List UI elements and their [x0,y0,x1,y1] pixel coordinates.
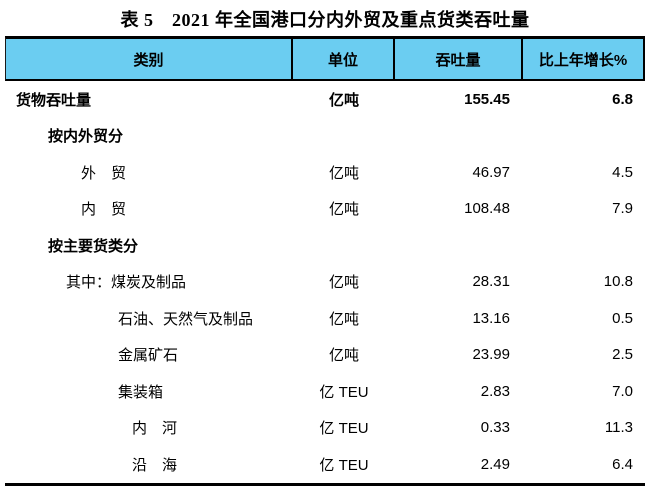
growth-cell: 0.5 [612,309,633,327]
growth-cell: 2.5 [612,346,633,364]
throughput-cell: 23.99 [472,346,510,364]
growth-cell: 11.3 [604,419,633,437]
growth-cell: 7.9 [612,200,633,218]
table-header: 类别 单位 吞吐量 比上年增长% [5,36,645,81]
table-row: 集装箱 亿 TEU 2.83 7.0 [5,373,645,410]
header-cell-category: 类别 [6,39,293,79]
category-cell: 金属矿石 [118,347,179,365]
table-row: 货物吞吐量 亿吨 155.45 6.8 [5,81,645,118]
throughput-cell: 0.33 [480,419,510,437]
throughput-cell: 28.31 [472,273,510,291]
table-row: 金属矿石 亿吨 23.99 2.5 [5,337,645,374]
table-row: 外 贸 亿吨 46.97 4.5 [5,154,645,191]
growth-cell: 10.8 [603,273,633,291]
category-cell: 外 贸 [81,164,127,182]
table-body: 货物吞吐量 亿吨 155.45 6.8 按内外贸分 外 贸 亿吨 46.97 4… [5,81,645,486]
table-row: 内 河 亿 TEU 0.33 11.3 [5,410,645,447]
unit-cell: 亿 TEU [319,420,369,438]
unit-cell: 亿吨 [328,164,359,182]
unit-cell: 亿 TEU [319,383,369,401]
page-title: 表 5 2021 年全国港口分内外贸及重点货类吞吐量 [120,10,530,30]
category-cell: 按内外贸分 [48,128,124,146]
throughput-cell: 2.83 [480,382,510,400]
category-cell: 集装箱 [118,383,164,401]
throughput-cell: 13.16 [472,309,510,327]
growth-cell: 7.0 [612,382,633,400]
category-cell: 石油、天然气及制品 [118,310,254,328]
unit-cell: 亿 TEU [319,456,369,474]
port-throughput-table: 类别 单位 吞吐量 比上年增长% 货物吞吐量 亿吨 155.45 6.8 按内外… [5,36,645,486]
unit-cell: 亿吨 [328,91,359,109]
unit-cell: 亿吨 [328,347,359,365]
table-row: 其中：煤炭及制品 亿吨 28.31 10.8 [5,264,645,301]
category-cell: 内 河 [132,420,178,438]
throughput-cell: 46.97 [472,163,510,181]
throughput-cell: 108.48 [464,200,510,218]
category-cell: 按主要货类分 [48,237,139,255]
unit-cell: 亿吨 [328,201,359,219]
growth-cell: 6.8 [612,90,633,108]
throughput-cell: 2.49 [480,455,510,473]
category-cell: 其中：煤炭及制品 [66,274,187,292]
category-cell: 内 贸 [81,201,127,219]
table-row: 按主要货类分 [5,227,645,264]
category-cell: 沿 海 [132,456,178,474]
header-cell-growth: 比上年增长% [538,51,628,69]
header-cell-unit: 单位 [293,39,395,79]
category-cell: 货物吞吐量 [16,91,92,109]
unit-cell: 亿吨 [328,274,359,292]
growth-cell: 4.5 [612,163,633,181]
header-cell-throughput: 吞吐量 [395,39,523,79]
table-row: 沿 海 亿 TEU 2.49 6.4 [5,446,645,483]
table-row: 石油、天然气及制品 亿吨 13.16 0.5 [5,300,645,337]
table-row: 按内外贸分 [5,118,645,155]
throughput-cell: 155.45 [464,90,510,108]
unit-cell: 亿吨 [328,310,359,328]
growth-cell: 6.4 [612,455,633,473]
table-row: 内 贸 亿吨 108.48 7.9 [5,191,645,228]
